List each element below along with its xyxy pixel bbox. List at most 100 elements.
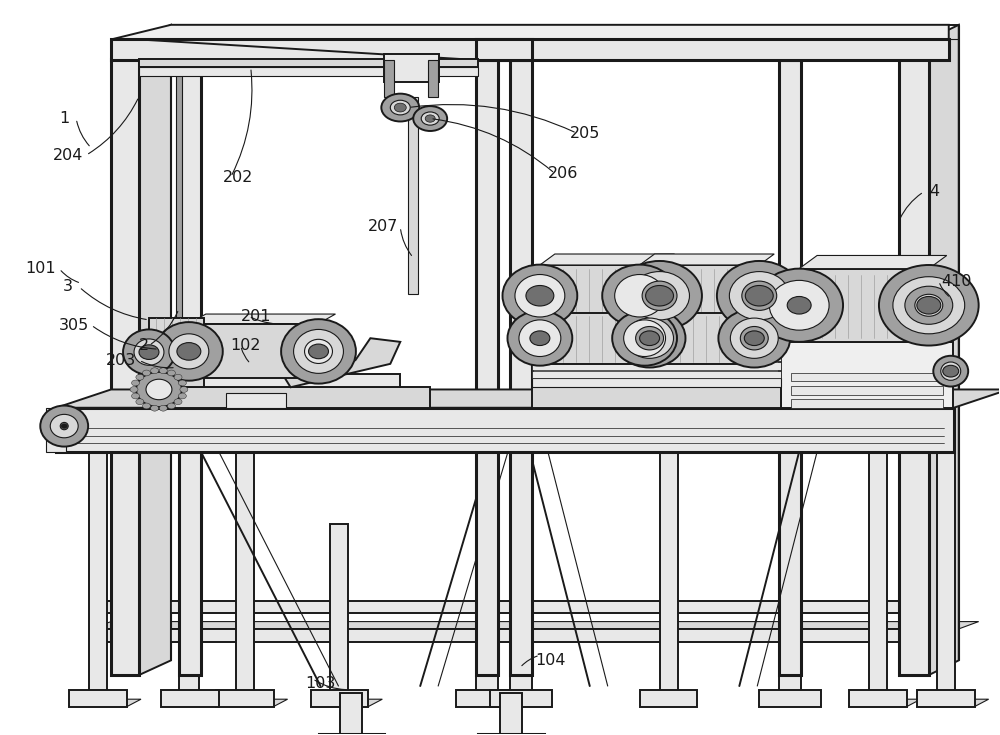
Circle shape — [142, 370, 150, 376]
Ellipse shape — [146, 379, 172, 400]
Circle shape — [787, 296, 811, 314]
Text: 104: 104 — [535, 653, 565, 668]
Ellipse shape — [612, 311, 677, 366]
Bar — [408, 96, 418, 294]
Bar — [759, 690, 821, 706]
Polygon shape — [69, 699, 141, 706]
Circle shape — [178, 380, 186, 386]
Text: 203: 203 — [106, 353, 136, 368]
Ellipse shape — [413, 106, 447, 131]
Bar — [179, 452, 199, 693]
Polygon shape — [929, 25, 959, 675]
Polygon shape — [799, 256, 947, 269]
Bar — [849, 690, 907, 706]
Circle shape — [174, 374, 182, 380]
Polygon shape — [540, 254, 675, 265]
Circle shape — [530, 331, 550, 345]
Circle shape — [132, 393, 140, 399]
Text: 4: 4 — [929, 184, 939, 199]
Bar — [56, 408, 954, 452]
Ellipse shape — [40, 406, 88, 447]
Polygon shape — [311, 699, 382, 706]
Ellipse shape — [136, 372, 182, 407]
Ellipse shape — [636, 326, 664, 350]
Circle shape — [917, 296, 941, 314]
Text: 207: 207 — [368, 220, 398, 234]
Bar — [532, 387, 781, 408]
Bar — [869, 452, 887, 693]
Bar — [384, 54, 439, 82]
Bar — [532, 371, 781, 379]
Bar — [161, 690, 219, 706]
Ellipse shape — [515, 274, 565, 317]
Ellipse shape — [60, 423, 68, 430]
Polygon shape — [849, 699, 921, 706]
Bar — [181, 374, 400, 387]
Bar — [476, 60, 498, 675]
Ellipse shape — [281, 319, 356, 384]
Ellipse shape — [642, 281, 677, 310]
Circle shape — [174, 399, 182, 405]
Ellipse shape — [941, 362, 961, 380]
Bar — [179, 60, 201, 675]
Circle shape — [61, 424, 67, 429]
Bar — [46, 408, 66, 452]
Circle shape — [425, 115, 435, 122]
Ellipse shape — [729, 271, 789, 320]
Text: 305: 305 — [59, 318, 89, 332]
Bar — [510, 60, 532, 675]
Ellipse shape — [390, 100, 410, 115]
Bar — [216, 690, 274, 706]
Bar — [236, 452, 254, 693]
Ellipse shape — [123, 329, 175, 375]
Bar — [384, 60, 394, 96]
Bar — [111, 40, 949, 60]
Text: 103: 103 — [306, 676, 336, 692]
Circle shape — [139, 345, 159, 359]
Polygon shape — [640, 254, 774, 265]
Bar — [781, 362, 951, 373]
Circle shape — [130, 387, 138, 392]
Ellipse shape — [294, 329, 343, 373]
Text: 102: 102 — [231, 338, 261, 353]
Bar — [781, 374, 951, 384]
Bar — [781, 386, 951, 396]
Bar — [91, 601, 959, 613]
Circle shape — [151, 405, 159, 411]
Ellipse shape — [134, 339, 164, 365]
Ellipse shape — [879, 265, 979, 345]
Circle shape — [526, 285, 554, 306]
Ellipse shape — [630, 271, 689, 320]
Circle shape — [151, 368, 159, 373]
Bar — [500, 693, 522, 735]
Bar — [476, 40, 532, 60]
Polygon shape — [139, 25, 171, 675]
Bar — [791, 399, 943, 408]
Bar — [476, 452, 498, 693]
Circle shape — [167, 370, 175, 376]
Circle shape — [309, 344, 328, 359]
Ellipse shape — [381, 93, 419, 121]
Ellipse shape — [718, 309, 790, 368]
Ellipse shape — [50, 415, 78, 438]
Bar — [779, 60, 801, 675]
Polygon shape — [111, 25, 949, 40]
Ellipse shape — [155, 322, 223, 381]
Bar — [645, 312, 754, 364]
Bar — [899, 59, 929, 675]
Bar — [149, 318, 204, 387]
Circle shape — [646, 285, 674, 306]
Ellipse shape — [602, 265, 677, 327]
Ellipse shape — [717, 261, 802, 331]
Circle shape — [180, 387, 188, 392]
Text: 2: 2 — [139, 338, 149, 353]
Bar — [139, 68, 478, 76]
Ellipse shape — [626, 318, 674, 359]
Ellipse shape — [615, 274, 665, 317]
Bar — [428, 60, 438, 96]
Circle shape — [159, 405, 167, 411]
Ellipse shape — [169, 334, 209, 369]
Bar — [781, 356, 951, 408]
Bar — [111, 59, 139, 675]
Bar — [139, 59, 478, 68]
